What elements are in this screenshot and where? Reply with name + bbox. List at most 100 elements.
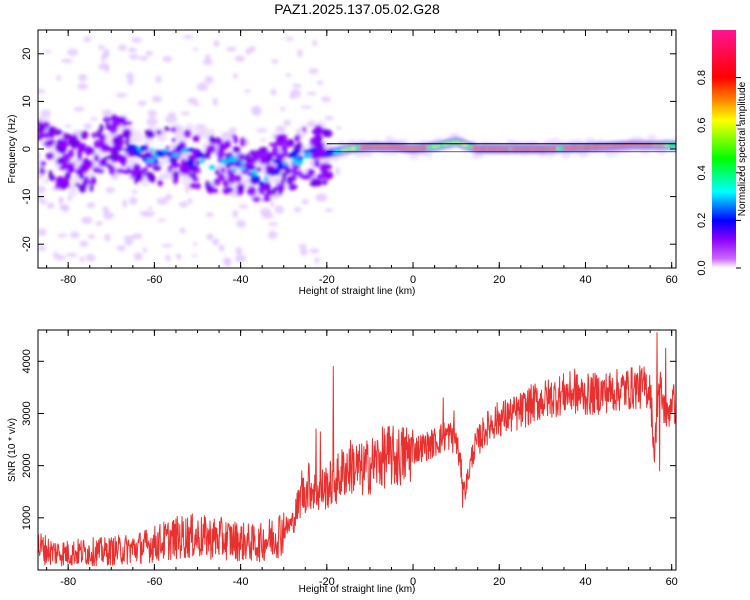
spectral-point bbox=[119, 247, 124, 253]
spectral-point bbox=[147, 206, 153, 211]
spectral-point bbox=[204, 75, 214, 84]
spectral-point bbox=[307, 168, 315, 177]
snr-ytick-label: 4000 bbox=[21, 349, 33, 373]
spectral-point bbox=[192, 254, 198, 258]
spectral-point bbox=[165, 254, 171, 262]
spectral-point bbox=[268, 142, 279, 147]
spectral-point bbox=[110, 150, 119, 160]
spectral-point bbox=[117, 147, 123, 151]
spectral-point bbox=[63, 179, 71, 188]
spectral-point bbox=[324, 115, 335, 121]
spectral-point bbox=[131, 37, 143, 43]
spectral-point bbox=[291, 158, 300, 163]
spectral-point bbox=[252, 196, 261, 203]
spectral-point bbox=[189, 182, 196, 189]
spectral-point bbox=[225, 258, 232, 267]
spectral-point bbox=[118, 44, 127, 52]
spectral-point bbox=[644, 144, 648, 147]
spectral-point bbox=[312, 39, 318, 47]
spectral-point bbox=[321, 179, 328, 186]
spectral-point bbox=[132, 164, 142, 170]
spectral-point bbox=[184, 184, 190, 194]
spectral-point bbox=[39, 167, 46, 175]
spectral-point bbox=[629, 144, 633, 147]
spectral-point bbox=[151, 95, 162, 103]
colorbar: 0.0 0.2 0.4 0.6 0.8 Normalized spectral ampl… bbox=[696, 30, 748, 276]
spectral-point bbox=[659, 144, 663, 147]
spectral-point bbox=[605, 145, 609, 148]
spectral-point bbox=[57, 233, 68, 238]
spectral-point bbox=[38, 89, 46, 94]
spectral-point bbox=[222, 187, 232, 195]
spectral-point bbox=[156, 197, 169, 205]
spectral-point bbox=[128, 196, 138, 206]
spectral-point bbox=[218, 244, 225, 252]
spectral-point bbox=[171, 137, 177, 143]
spectral-point bbox=[300, 105, 312, 109]
snr-ytick-label: 3000 bbox=[21, 401, 33, 425]
spectral-point bbox=[170, 127, 177, 133]
spectral-point bbox=[213, 39, 220, 47]
spectral-point bbox=[44, 50, 52, 54]
spectral-point bbox=[125, 72, 135, 80]
spectral-point bbox=[609, 145, 613, 148]
spectral-point bbox=[38, 228, 47, 237]
spectral-point bbox=[56, 74, 62, 82]
spectral-point bbox=[315, 193, 328, 202]
spectral-point bbox=[155, 75, 162, 84]
spectral-point bbox=[335, 166, 340, 176]
spectral-point bbox=[188, 172, 198, 178]
spectral-point bbox=[98, 157, 108, 167]
spectral-point bbox=[80, 131, 86, 140]
spectral-point bbox=[103, 211, 115, 220]
spectral-point bbox=[56, 138, 65, 149]
spectral-point bbox=[265, 183, 271, 194]
spectral-point bbox=[99, 123, 104, 133]
colorbar-tick-label: 0.4 bbox=[696, 165, 708, 180]
spectral-point bbox=[96, 129, 101, 139]
spectral-point bbox=[192, 242, 198, 247]
colorbar-tick-label: 0.6 bbox=[696, 118, 708, 133]
spectral-point bbox=[241, 168, 249, 175]
snr-xtick-label: -40 bbox=[233, 576, 249, 588]
spectral-point bbox=[292, 83, 302, 89]
spectral-point bbox=[640, 144, 643, 147]
spectral-point bbox=[164, 193, 173, 201]
spectral-point bbox=[653, 144, 656, 147]
spectral-point bbox=[296, 49, 303, 58]
spectral-point bbox=[83, 122, 93, 130]
spectral-point bbox=[39, 198, 47, 205]
spectral-point bbox=[221, 142, 229, 150]
spectral-point bbox=[298, 243, 307, 250]
spectral-point bbox=[635, 144, 639, 147]
spectral-point bbox=[275, 125, 286, 133]
spectrogram-ytick-label: 20 bbox=[21, 48, 33, 60]
spectral-point bbox=[98, 44, 104, 50]
spectral-point bbox=[302, 149, 310, 154]
spectral-point bbox=[247, 186, 257, 197]
spectral-point bbox=[191, 176, 200, 182]
spectral-point bbox=[271, 59, 279, 64]
spectral-point bbox=[196, 82, 209, 91]
spectral-point bbox=[40, 121, 51, 128]
spectral-point bbox=[89, 117, 99, 121]
spectral-point bbox=[78, 73, 88, 82]
spectral-point bbox=[145, 158, 156, 163]
spectral-point bbox=[258, 181, 265, 187]
spectral-point bbox=[235, 247, 243, 256]
spectral-point bbox=[164, 151, 170, 155]
snr-xtick-label: 0 bbox=[410, 576, 416, 588]
spectral-point bbox=[214, 168, 220, 176]
spectral-point bbox=[46, 202, 55, 210]
colorbar-gradient bbox=[712, 30, 736, 268]
spectral-point bbox=[276, 165, 284, 171]
spectral-point bbox=[140, 145, 145, 152]
spectral-point bbox=[93, 139, 102, 149]
spectral-point bbox=[269, 201, 275, 207]
spectral-point bbox=[52, 251, 59, 259]
spectral-point bbox=[43, 179, 49, 184]
spectrogram-ytick-label: 10 bbox=[21, 95, 33, 107]
spectral-point bbox=[148, 174, 156, 184]
spectral-point bbox=[280, 106, 286, 112]
